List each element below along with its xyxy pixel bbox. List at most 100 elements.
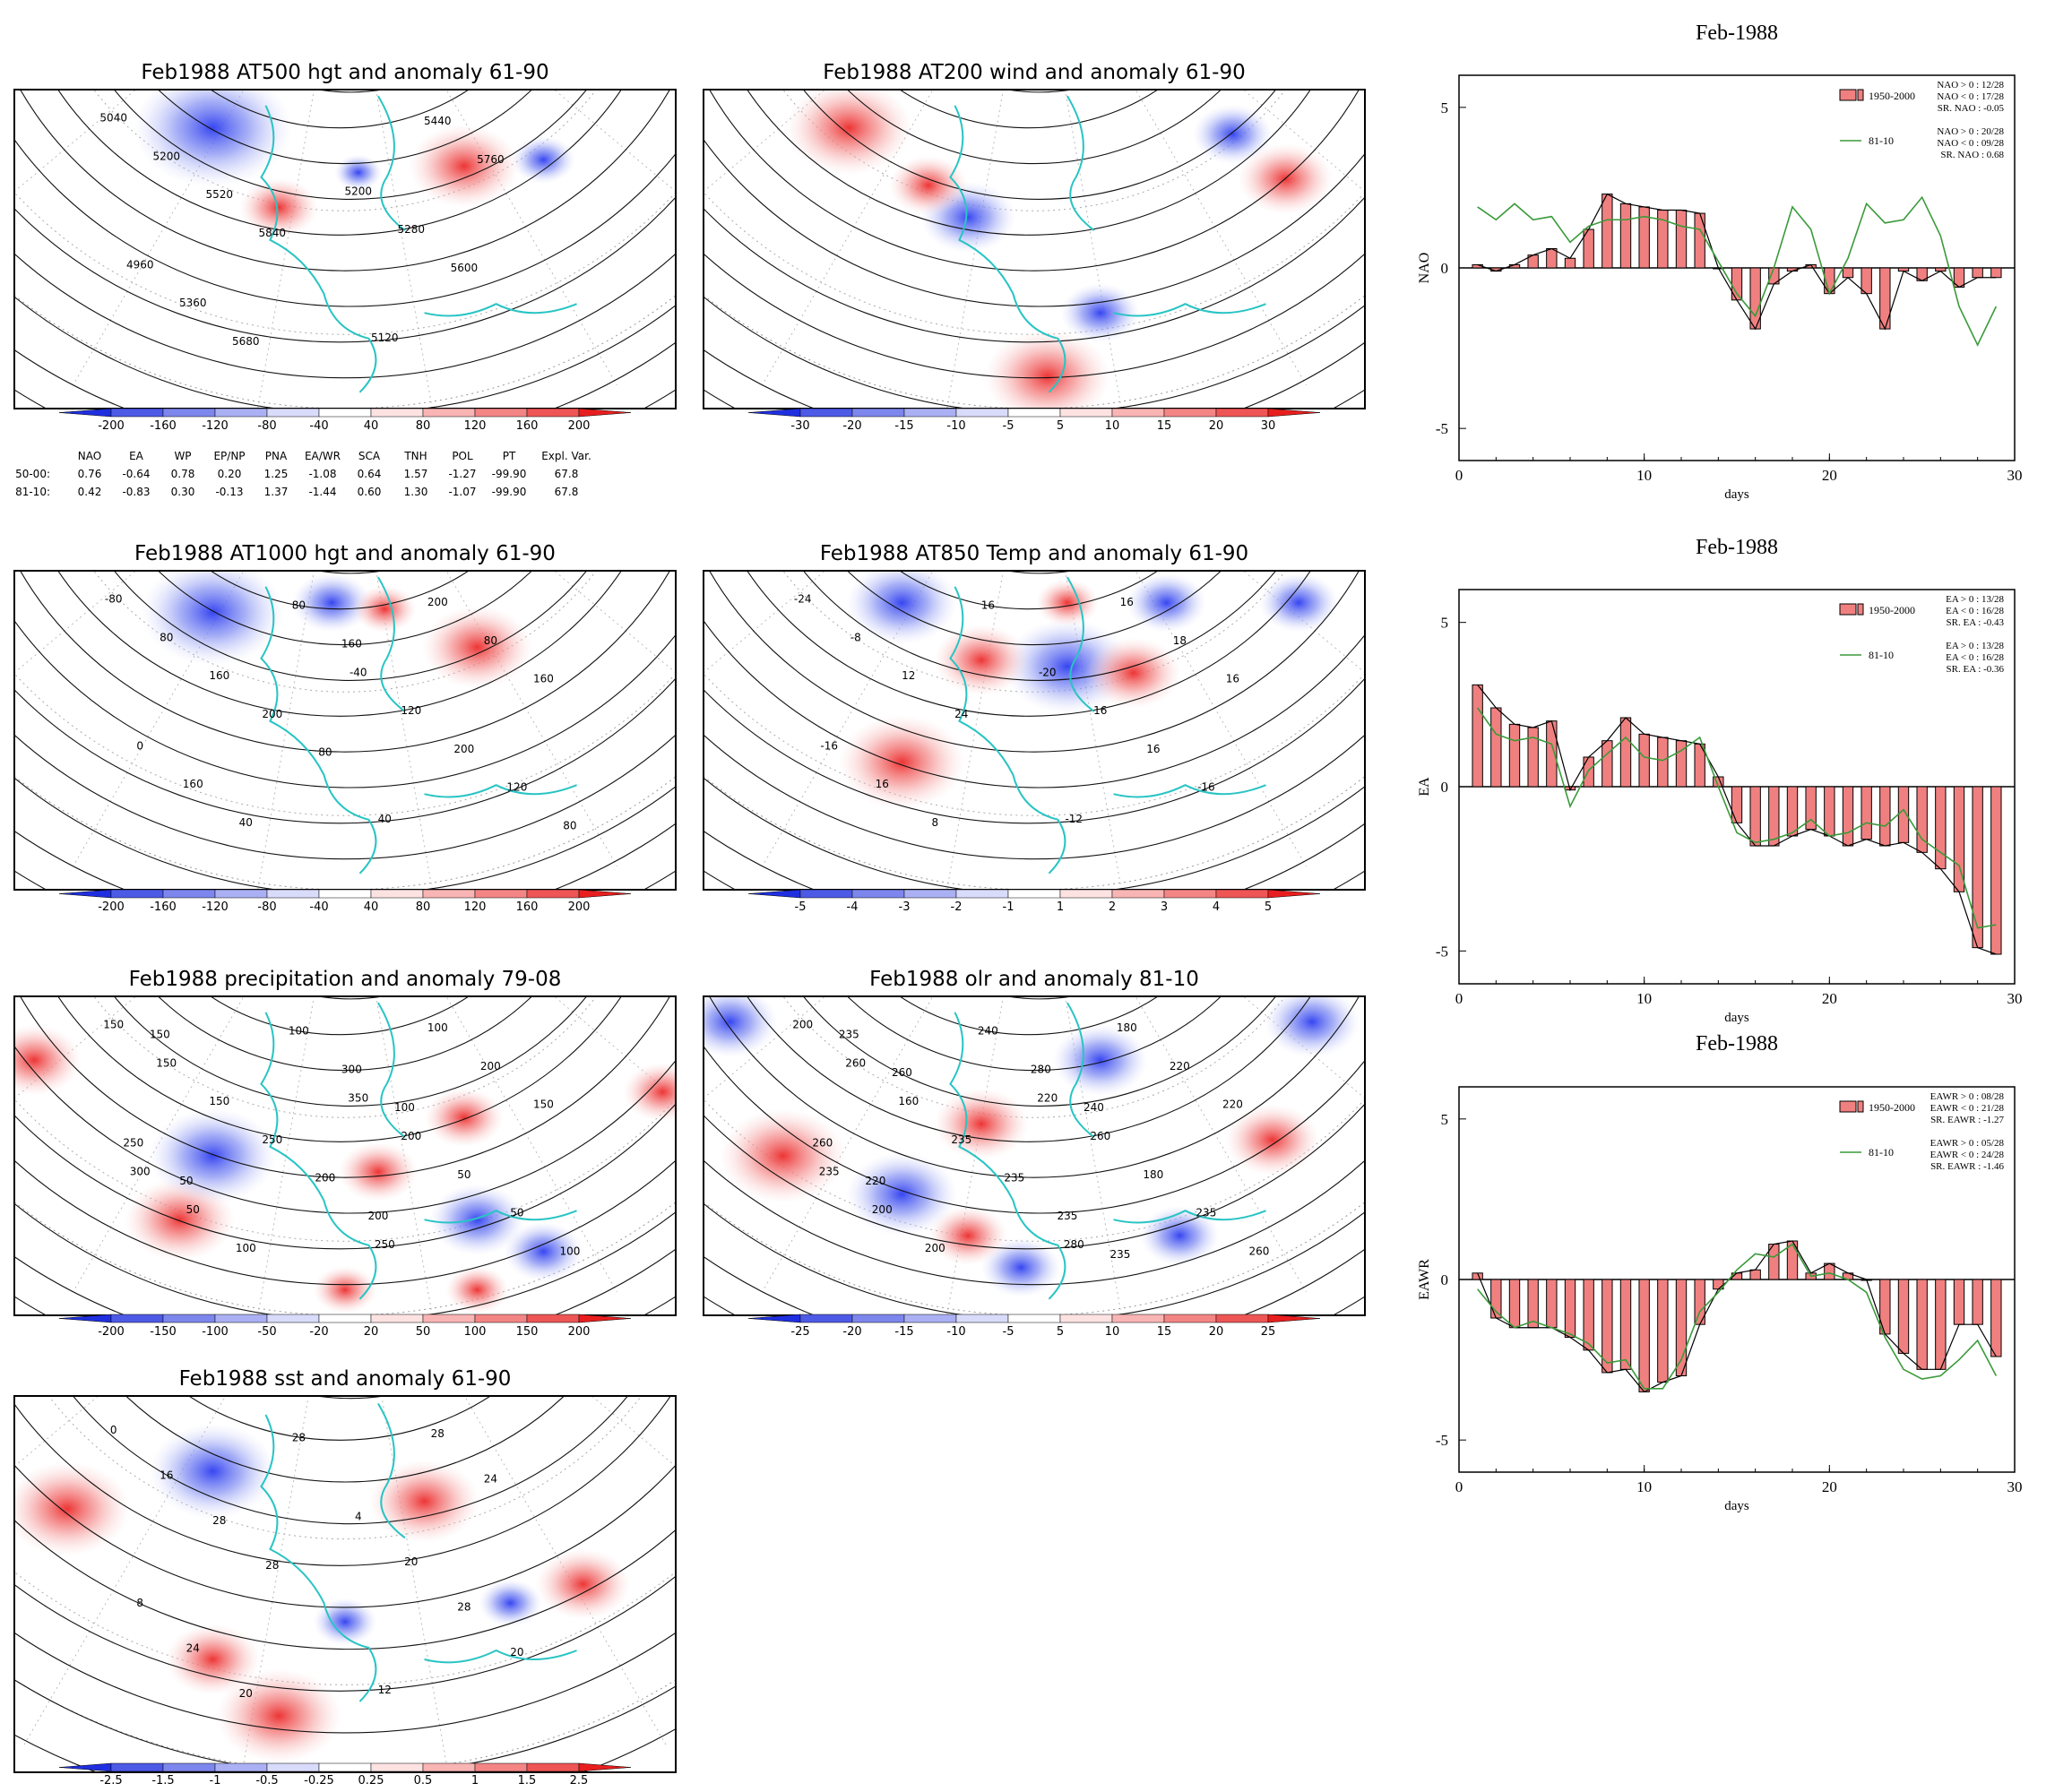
colorbar-swatch bbox=[162, 408, 216, 418]
colorbar-tick-label: -0.25 bbox=[304, 1774, 334, 1788]
contour-label: 4 bbox=[355, 1511, 362, 1523]
colorbar-tick-label: 80 bbox=[416, 900, 431, 914]
contour-line bbox=[14, 1519, 676, 1650]
index-table: NAO EA WP EP/NP PNA EA/WR SCA TNH POL PT Expl. Var… bbox=[15, 450, 591, 498]
contour-line bbox=[704, 677, 1365, 824]
colorbar-swatch bbox=[1007, 1314, 1061, 1323]
colorbar-tick-label: 10 bbox=[1105, 419, 1120, 433]
x-axis-label: days bbox=[1724, 1011, 1749, 1025]
contour-label: 100 bbox=[427, 1021, 448, 1034]
colorbar-tick-label: -160 bbox=[150, 419, 177, 433]
colorbar-tick-label: -0.5 bbox=[255, 1774, 278, 1788]
colorbar-swatch bbox=[1111, 408, 1165, 418]
contour-line bbox=[210, 571, 470, 610]
y-axis-label: EA bbox=[1417, 777, 1432, 797]
chart-title: Feb-1988 bbox=[1696, 536, 1778, 559]
contour-label: 200 bbox=[401, 1130, 421, 1142]
colorbar-swatch bbox=[1111, 889, 1165, 899]
colorbar: -200 -160 -120 -80 -40 40 80 120 160 200 bbox=[58, 889, 632, 914]
colorbar-tick-label: 3 bbox=[1161, 900, 1168, 914]
map-content: -80 -40 0 40 80 120 160 200 160 200 40 80 200 120 80 16… bbox=[14, 571, 676, 890]
positive-anomaly bbox=[785, 90, 913, 176]
contour-label: 50 bbox=[457, 1168, 471, 1181]
colorbar-arrow-right bbox=[578, 408, 632, 418]
table-cell: 67.8 bbox=[555, 468, 579, 480]
contour-line bbox=[915, 0, 1144, 21]
contour-label: 50 bbox=[179, 1175, 193, 1187]
contour-line bbox=[157, 571, 533, 646]
negative-anomaly bbox=[504, 1221, 583, 1282]
contour-label: 260 bbox=[845, 1056, 866, 1069]
contour-label: 100 bbox=[236, 1242, 256, 1254]
bar-1950-2000-day-4 bbox=[1527, 1279, 1539, 1329]
bar-1950-2000-day-16 bbox=[1749, 786, 1761, 847]
contour-line bbox=[14, 1464, 676, 1608]
negative-anomaly bbox=[704, 996, 778, 1058]
colorbar-tick-label: -1.5 bbox=[151, 1774, 174, 1788]
bar-outline-line bbox=[1477, 684, 1997, 955]
colorbar-arrow-right bbox=[1267, 408, 1321, 418]
contour-line bbox=[899, 571, 1159, 610]
bar-1950-2000-day-28 bbox=[1972, 267, 1983, 279]
contour-label: 5600 bbox=[451, 262, 479, 274]
positive-anomaly bbox=[1224, 1104, 1320, 1176]
table-header: PNA bbox=[265, 450, 288, 462]
colorbar-swatch bbox=[1163, 408, 1217, 418]
positive-anomaly bbox=[338, 1142, 419, 1202]
legend-stat: SR. NAO : 0.68 bbox=[1940, 150, 2004, 160]
legend-stat: NAO > 0 : 12/28 bbox=[1937, 80, 2004, 90]
table-cell: 0.76 bbox=[78, 468, 102, 480]
colorbar-tick-label: -20 bbox=[842, 1325, 861, 1339]
positive-anomaly bbox=[215, 1667, 343, 1764]
contour-label: 235 bbox=[1109, 1248, 1130, 1261]
legend-stat: SR. EA : -0.43 bbox=[1947, 617, 2005, 628]
contour-line bbox=[20, 571, 670, 753]
x-tick-label: 0 bbox=[1455, 990, 1463, 1007]
contour-label: -16 bbox=[820, 739, 838, 752]
colorbar-tick-label: 4 bbox=[1213, 900, 1220, 914]
contour-line bbox=[802, 571, 1277, 681]
contour-line bbox=[747, 996, 1311, 1142]
colorbar-swatch bbox=[162, 1762, 216, 1772]
colorbar-swatch bbox=[474, 889, 528, 899]
table-cell: 0.30 bbox=[171, 486, 195, 498]
contour-line bbox=[14, 1103, 676, 1250]
legend-stat: EAWR > 0 : 05/28 bbox=[1930, 1138, 2005, 1149]
graticule-meridian bbox=[762, 571, 934, 867]
bar-1950-2000-day-28 bbox=[1972, 1279, 1983, 1325]
contour-label: 160 bbox=[183, 778, 203, 790]
legend-bar-swatch bbox=[1839, 89, 1857, 101]
negative-anomaly bbox=[511, 135, 575, 184]
colorbar-tick-label: -160 bbox=[150, 900, 177, 914]
bar-1950-2000-day-10 bbox=[1638, 1279, 1650, 1392]
coastline bbox=[260, 576, 577, 874]
table-cell: 1.57 bbox=[404, 468, 428, 480]
graticule-meridian bbox=[73, 90, 245, 386]
contour-label: 350 bbox=[348, 1091, 368, 1104]
graticule-meridian bbox=[376, 571, 433, 890]
colorbar-swatch bbox=[110, 408, 164, 418]
colorbar-tick-label: -150 bbox=[150, 1325, 177, 1339]
colorbar-tick-label: -200 bbox=[98, 900, 125, 914]
legend-stat: EAWR < 0 : 21/28 bbox=[1930, 1103, 2005, 1114]
colorbar-tick-label: 1 bbox=[471, 1774, 479, 1788]
contour-label: -40 bbox=[350, 666, 367, 678]
table-header: POL bbox=[452, 450, 473, 462]
colorbar-swatch bbox=[318, 1314, 372, 1323]
colorbar-swatch bbox=[955, 408, 1009, 418]
bar-1950-2000-day-1 bbox=[1472, 684, 1483, 788]
bar-1950-2000-day-24 bbox=[1897, 1279, 1910, 1354]
chart-eawr: Feb-1988 5 0 -5 0 10 20 30 days EAWR 1950-2000 EAWR… bbox=[1417, 1032, 2023, 1513]
colorbar-swatch bbox=[266, 1762, 320, 1772]
contour-label: 40 bbox=[378, 813, 392, 825]
contour-line bbox=[226, 0, 454, 21]
legend-stat: EAWR > 0 : 08/28 bbox=[1930, 1091, 2005, 1102]
contour-line bbox=[704, 734, 1365, 860]
colorbar-tick-label: -120 bbox=[202, 900, 229, 914]
colorbar-tick-label: 120 bbox=[464, 419, 487, 433]
colorbar-tick-label: 1.5 bbox=[518, 1774, 537, 1788]
contour-line bbox=[72, 1396, 629, 1525]
table-cell: 1.25 bbox=[264, 468, 289, 480]
colorbar-swatch bbox=[162, 1314, 216, 1323]
graticule-meridian bbox=[0, 0, 345, 100]
